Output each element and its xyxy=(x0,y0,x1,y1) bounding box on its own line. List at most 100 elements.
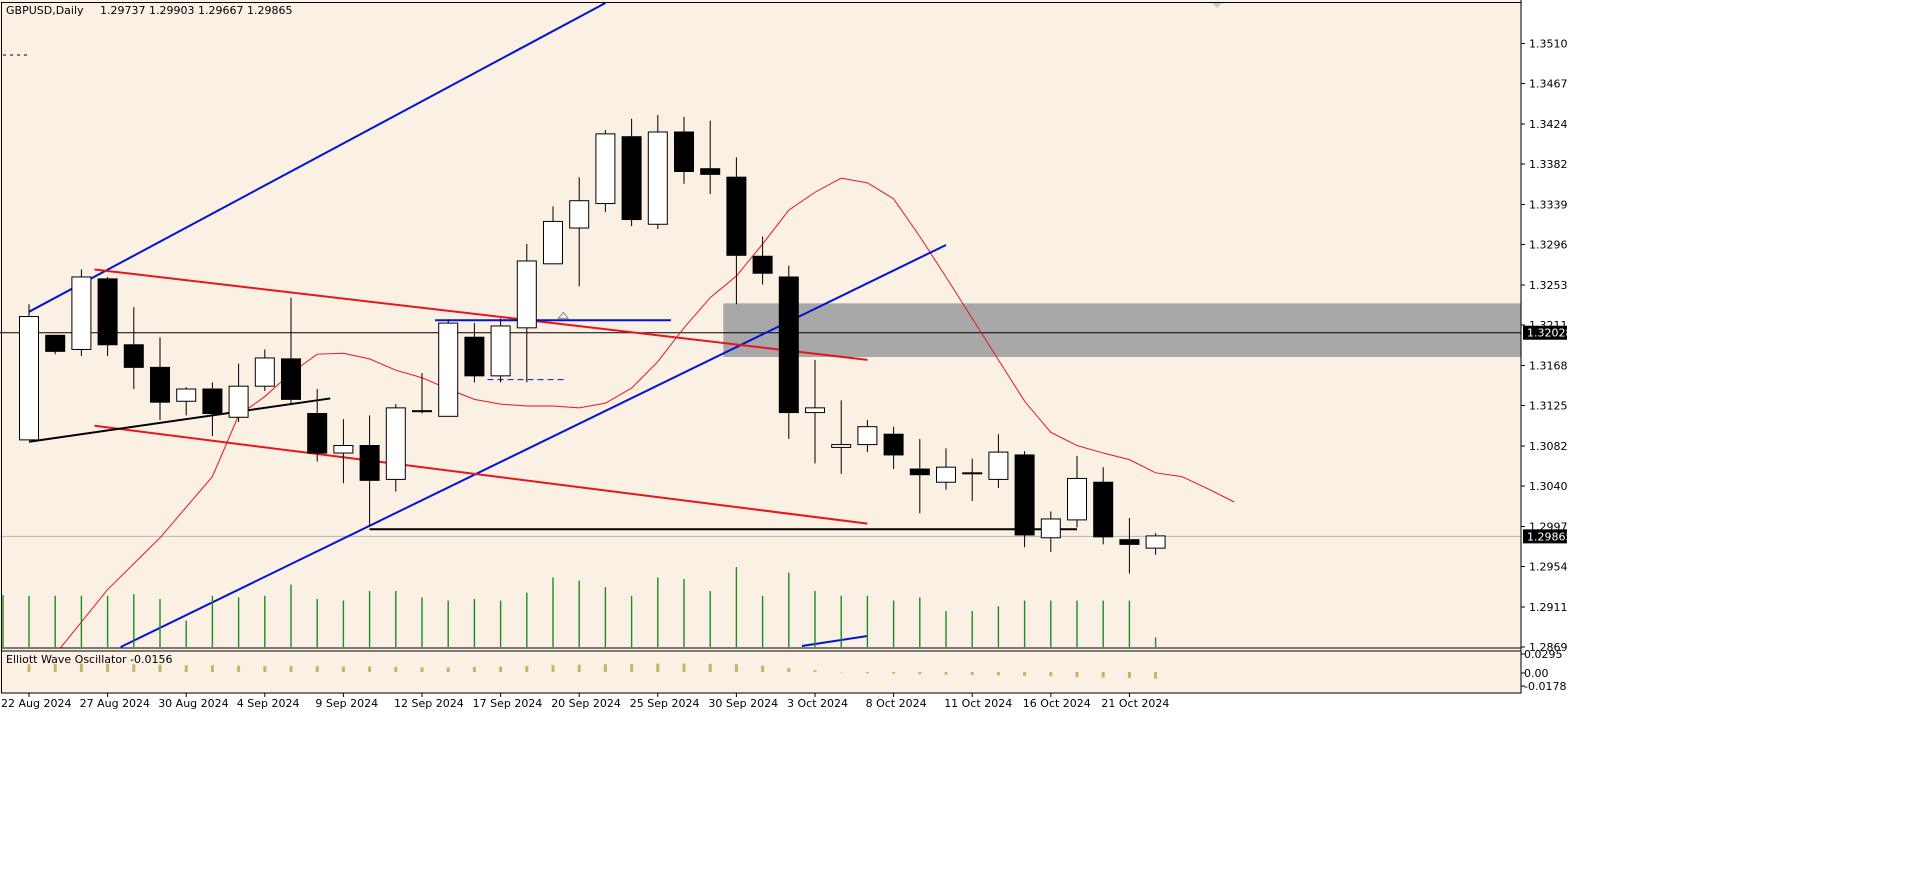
candle[interactable] xyxy=(464,323,485,383)
candle-body xyxy=(359,445,380,481)
current-price-tag-background xyxy=(1523,529,1567,544)
candle[interactable] xyxy=(150,337,170,421)
blue-channel-lower-line[interactable] xyxy=(120,244,947,648)
arrow-marker-icon xyxy=(557,311,570,319)
price-tick-label: 1.34245 xyxy=(1529,118,1568,131)
candle[interactable] xyxy=(490,318,511,383)
candle[interactable] xyxy=(412,373,432,414)
candle-body xyxy=(621,136,642,221)
price-line-tag-background xyxy=(1523,325,1567,340)
candle[interactable] xyxy=(1040,511,1061,552)
candle-body xyxy=(202,388,223,415)
candle-body xyxy=(19,316,39,441)
candle[interactable] xyxy=(202,382,223,437)
price-axis-background xyxy=(1522,0,1568,716)
candle[interactable] xyxy=(621,118,642,227)
candle-body xyxy=(490,325,511,377)
candle-body xyxy=(333,445,354,454)
time-tick-label: 22 Aug 2024 xyxy=(1,697,71,710)
candle[interactable] xyxy=(254,349,275,391)
candle-body xyxy=(176,388,197,402)
time-tick-label: 25 Sep 2024 xyxy=(630,697,700,710)
chart-window: 1.35100 1.34675 1.34245 1.33820 1.33390 1.329… xyxy=(0,0,1568,716)
price-tick-label: 1.31255 xyxy=(1529,400,1568,413)
candle-body xyxy=(543,220,563,265)
candle-body xyxy=(595,133,616,205)
red-channel-lower-line[interactable] xyxy=(94,424,868,525)
candle[interactable] xyxy=(700,120,721,195)
candle[interactable] xyxy=(1145,533,1166,555)
oscillator-tick-label: -0.0178 xyxy=(1524,680,1566,693)
time-tick-label: 30 Sep 2024 xyxy=(708,697,778,710)
candle[interactable] xyxy=(883,426,904,470)
candle-body xyxy=(936,466,956,483)
time-tick-label: 9 Sep 2024 xyxy=(315,697,378,710)
candle[interactable] xyxy=(857,420,878,453)
candle[interactable] xyxy=(333,419,354,484)
red-channel-upper-line[interactable] xyxy=(94,268,868,361)
price-tick-label: 1.32965 xyxy=(1529,239,1568,252)
time-tick-label: 4 Sep 2024 xyxy=(237,697,300,710)
candle-body xyxy=(438,322,459,417)
candle[interactable] xyxy=(359,415,380,527)
candle[interactable] xyxy=(936,448,956,490)
top-marker-icon xyxy=(1212,3,1222,8)
candle-body xyxy=(1040,518,1061,539)
candle[interactable] xyxy=(516,244,537,383)
oscillator-trend-line[interactable] xyxy=(801,635,868,647)
chart-canvas[interactable]: 1.35100 1.34675 1.34245 1.33820 1.33390 1.329… xyxy=(0,0,1568,716)
candle-body xyxy=(516,260,537,329)
current-price-tag: 1.29865 xyxy=(1527,530,1568,543)
time-tick-label: 17 Sep 2024 xyxy=(473,697,543,710)
ohlc-readout: 1.29737 1.29903 1.29667 1.29865 xyxy=(100,4,292,17)
candle[interactable] xyxy=(176,387,197,416)
price-tick-label: 1.33390 xyxy=(1529,198,1568,211)
candle[interactable] xyxy=(1014,451,1035,548)
black-trend-line[interactable] xyxy=(28,397,331,443)
candle[interactable] xyxy=(805,359,825,464)
candle-body xyxy=(805,407,825,414)
candle[interactable] xyxy=(228,363,249,422)
time-tick-label: 3 Oct 2024 xyxy=(787,697,848,710)
candle-body xyxy=(45,334,66,352)
candle[interactable] xyxy=(385,404,406,492)
price-tick-label: 1.33820 xyxy=(1529,158,1568,171)
oscillator-tick-label: 0.0295 xyxy=(1524,648,1563,661)
candle[interactable] xyxy=(438,319,459,417)
candle[interactable] xyxy=(307,389,328,462)
candle[interactable] xyxy=(831,400,852,474)
candle[interactable] xyxy=(97,276,118,357)
candle[interactable] xyxy=(569,177,590,287)
candle-body xyxy=(412,410,432,413)
candle[interactable] xyxy=(281,297,301,405)
candle-body xyxy=(123,344,144,368)
candle[interactable] xyxy=(543,206,563,265)
candle-body xyxy=(307,413,328,454)
candle[interactable] xyxy=(988,434,1009,488)
candle-body xyxy=(988,451,1009,480)
candle[interactable] xyxy=(123,307,144,390)
candle[interactable] xyxy=(647,115,668,229)
candle[interactable] xyxy=(726,157,747,305)
candle-body xyxy=(857,426,878,446)
candle[interactable] xyxy=(1067,455,1087,528)
symbol-label: GBPUSD,Daily xyxy=(6,4,84,17)
candle[interactable] xyxy=(778,265,799,439)
candle[interactable] xyxy=(71,269,92,357)
time-tick-label: 21 Oct 2024 xyxy=(1101,697,1169,710)
candle[interactable] xyxy=(909,438,930,514)
candle-body xyxy=(1145,535,1166,549)
candle[interactable] xyxy=(674,116,694,184)
candle[interactable] xyxy=(1119,518,1140,574)
candle-body xyxy=(254,357,275,387)
oscillator-tick-label: 0.00 xyxy=(1524,667,1549,680)
candle[interactable] xyxy=(752,236,773,285)
candle[interactable] xyxy=(1093,467,1114,545)
candle[interactable] xyxy=(595,130,616,213)
blue-channel-upper-line[interactable] xyxy=(28,2,606,313)
candle-body xyxy=(150,366,170,403)
candle[interactable] xyxy=(962,458,983,502)
candle-body xyxy=(726,176,747,256)
candle[interactable] xyxy=(19,304,39,441)
candle[interactable] xyxy=(45,334,66,355)
